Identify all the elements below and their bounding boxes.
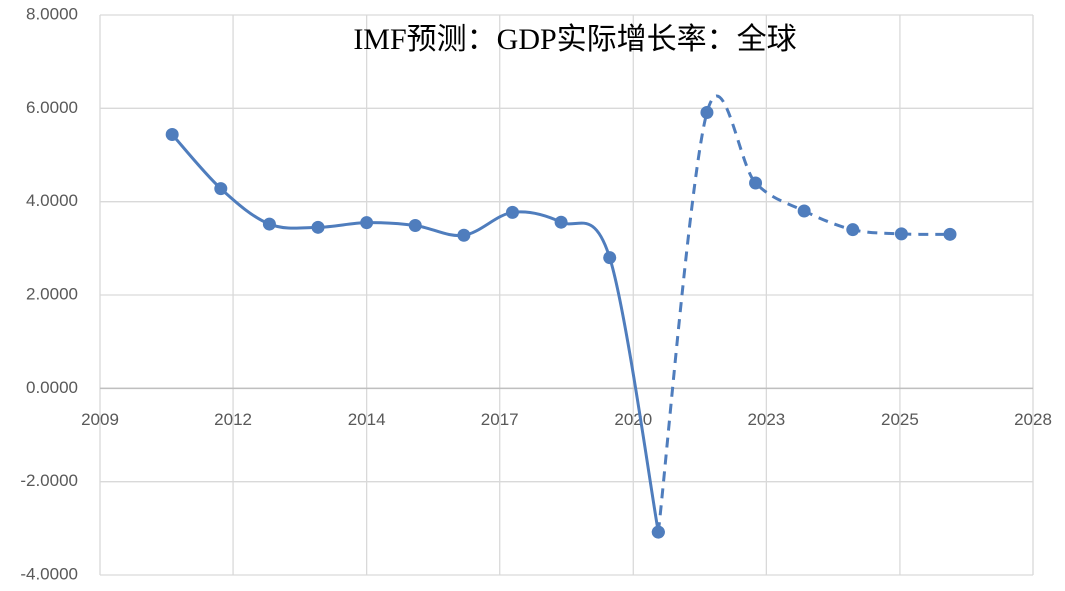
x-tick-label: 2017 [481,410,519,429]
y-tick-label: 0.0000 [26,378,78,397]
data-point [749,176,763,190]
data-point [894,227,908,241]
data-point [846,223,860,237]
data-point [797,204,811,218]
y-tick-label: 2.0000 [26,284,78,303]
data-point [408,218,422,232]
x-tick-label: 2023 [747,410,785,429]
data-point [262,217,276,231]
data-point [214,182,228,196]
x-tick-label: 2009 [81,410,119,429]
data-point [457,228,471,242]
y-tick-label: 4.0000 [26,191,78,210]
y-tick-label: 6.0000 [26,98,78,117]
data-point [943,227,957,241]
x-tick-label: 2014 [348,410,386,429]
data-point [554,215,568,229]
x-tick-label: 2020 [614,410,652,429]
data-point [651,525,665,539]
y-tick-label: -2.0000 [20,471,78,490]
data-point [360,216,374,230]
data-point [603,251,617,265]
x-tick-label: 2028 [1014,410,1052,429]
y-tick-label: 8.0000 [26,4,78,23]
data-point [311,220,325,234]
series-line [656,94,951,533]
y-tick-label: -4.0000 [20,564,78,583]
x-tick-label: 2025 [881,410,919,429]
series-line [171,133,660,533]
data-point [165,127,179,141]
x-tick-label: 2012 [214,410,252,429]
data-point [700,106,714,120]
data-point [505,205,519,219]
chart-title: IMF预测：GDP实际增长率：全球 [353,23,796,56]
